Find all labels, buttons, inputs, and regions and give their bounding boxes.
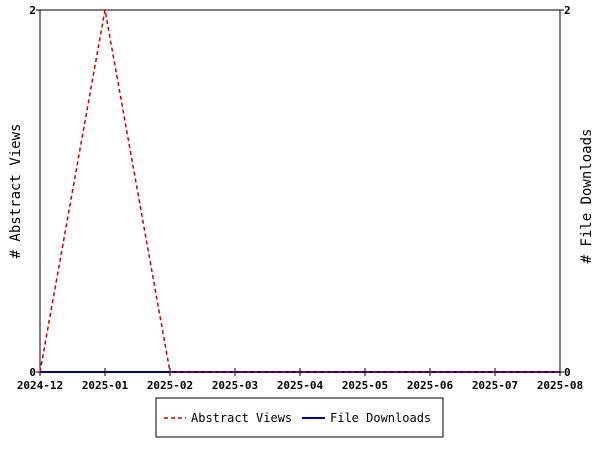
x-tick-label: 2025-06 bbox=[407, 379, 454, 392]
x-tick-label: 2025-03 bbox=[212, 379, 258, 392]
x-tick-label: 2025-07 bbox=[472, 379, 518, 392]
axis-ticks: 2024-12 2025-01 2025-02 2025-03 2025-04 2025-… bbox=[17, 4, 583, 392]
y-left-tick-label: 0 bbox=[29, 366, 36, 379]
y-right-tick-label: 2 bbox=[564, 4, 571, 17]
y-axis-left-title: # Abstract Views bbox=[8, 124, 24, 259]
y-left-tick-label: 2 bbox=[29, 4, 36, 17]
series-lines bbox=[39, 9, 560, 373]
x-tick-label: 2025-04 bbox=[277, 379, 324, 392]
x-tick-label: 2024-12 bbox=[17, 379, 63, 392]
y-right-tick-label: 0 bbox=[564, 366, 571, 379]
x-tick-label: 2025-08 bbox=[537, 379, 583, 392]
legend-label-abstract-views: Abstract Views bbox=[191, 411, 292, 425]
x-tick-label: 2025-05 bbox=[342, 379, 388, 392]
plot-area bbox=[39, 9, 561, 373]
x-tick-label: 2025-02 bbox=[147, 379, 193, 392]
legend-box bbox=[155, 397, 444, 438]
legend-label-file-downloads: File Downloads bbox=[330, 411, 431, 425]
y-axis-right-title: # File Downloads bbox=[579, 129, 595, 264]
x-tick-label: 2025-01 bbox=[82, 379, 129, 392]
series-line-abstract-views bbox=[39, 9, 560, 373]
legend: Abstract Views File Downloads bbox=[155, 397, 444, 438]
